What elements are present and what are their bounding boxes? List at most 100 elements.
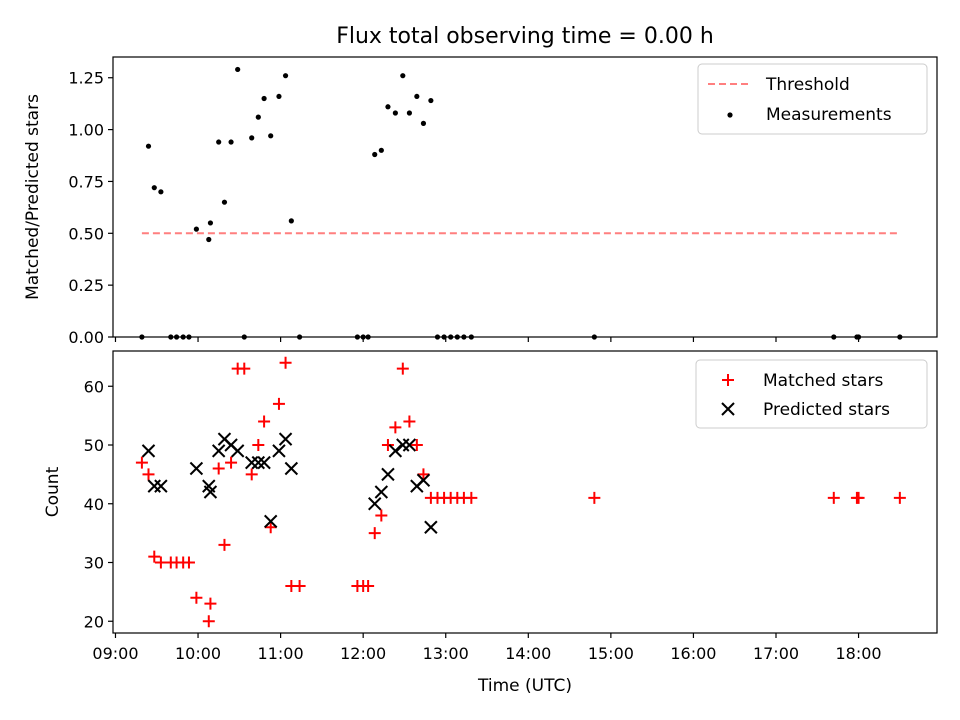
y-tick-label: 0.25 bbox=[68, 276, 104, 295]
y-tick-label: 40 bbox=[84, 495, 104, 514]
x-tick-label: 11:00 bbox=[258, 644, 304, 663]
measurement-point bbox=[372, 151, 378, 158]
x-tick-label: 12:00 bbox=[340, 644, 386, 663]
x-tick-label: 09:00 bbox=[92, 644, 138, 663]
x-tick-label: 15:00 bbox=[588, 644, 634, 663]
matched-star-point bbox=[403, 415, 416, 428]
matched-star-point bbox=[202, 615, 215, 628]
matched-star-point bbox=[396, 362, 409, 375]
threshold-legend-label: Threshold bbox=[765, 75, 850, 95]
measurement-point bbox=[158, 189, 164, 195]
matched-star-point bbox=[410, 439, 423, 451]
bottom-legend-box bbox=[695, 359, 928, 429]
measurement-point bbox=[385, 104, 391, 110]
measurement-point bbox=[221, 199, 228, 205]
y-tick-label: 60 bbox=[84, 377, 104, 396]
predicted-star-point bbox=[424, 520, 438, 534]
matched-star-point bbox=[212, 462, 225, 475]
matched-star-point bbox=[588, 491, 601, 504]
matched-star-point bbox=[389, 421, 402, 434]
measurement-point bbox=[206, 236, 212, 243]
top-axes-frame bbox=[112, 56, 938, 338]
bottom-panel: 09:00 10:00 11:00 12:00 13:00 14:00 15:00 16:00… bbox=[43, 350, 938, 696]
matched-star-point bbox=[148, 550, 161, 563]
predicted-star-point bbox=[284, 461, 299, 476]
matched-star-point bbox=[279, 356, 292, 369]
predicted-star-point bbox=[278, 432, 293, 446]
top-legend: Threshold Measurements bbox=[697, 63, 928, 135]
predicted-star-point bbox=[251, 455, 266, 470]
top-y-axis-label: Matched/Predicted stars bbox=[23, 94, 43, 300]
matched-star-point bbox=[375, 509, 388, 522]
predicted-star-point bbox=[388, 444, 403, 458]
matched-star-point bbox=[272, 397, 285, 410]
predicted-star-point bbox=[189, 461, 204, 476]
predicted-star-point bbox=[402, 438, 417, 452]
matched-star-point bbox=[190, 591, 203, 604]
x-tick-label: 17:00 bbox=[753, 644, 799, 663]
matched-star-point bbox=[362, 580, 375, 592]
matched-star-point bbox=[852, 491, 865, 504]
matched-star-point bbox=[465, 491, 478, 504]
predicted-star-point bbox=[141, 444, 156, 458]
matched-star-point bbox=[245, 468, 258, 481]
y-tick-label: 20 bbox=[84, 612, 104, 631]
measurement-point bbox=[235, 66, 241, 73]
y-tick-label: 0.75 bbox=[68, 172, 104, 191]
predicted-star-point bbox=[211, 444, 226, 458]
predicted-legend-swatch bbox=[721, 402, 735, 416]
matched-star-point bbox=[258, 415, 271, 428]
bottom-axes-frame bbox=[112, 350, 938, 634]
measurement-point bbox=[378, 147, 384, 153]
measurement-point bbox=[288, 218, 294, 224]
predicted-star-point bbox=[230, 444, 245, 458]
measurement-point bbox=[428, 97, 434, 104]
y-tick-label: 30 bbox=[84, 554, 104, 573]
top-legend-box bbox=[697, 63, 928, 135]
bottom-x-ticks: 09:00 10:00 11:00 12:00 13:00 14:00 15:00 16:00… bbox=[92, 633, 882, 663]
predicted-star-point bbox=[272, 444, 286, 458]
x-axis-label: Time (UTC) bbox=[477, 676, 572, 696]
measurement-point bbox=[276, 93, 282, 100]
predicted-star-point bbox=[257, 455, 271, 470]
y-tick-label: 50 bbox=[84, 436, 104, 455]
matched-star-point bbox=[293, 580, 306, 592]
top-panel: 0.00 0.25 0.50 0.75 1.00 1.25 Matched/Predict… bbox=[23, 56, 938, 347]
x-tick-label: 18:00 bbox=[836, 644, 882, 663]
predicted-star-point bbox=[416, 473, 431, 487]
bottom-plot-marks bbox=[135, 356, 906, 628]
y-tick-label: 1.00 bbox=[68, 121, 104, 140]
measurement-point bbox=[406, 110, 413, 116]
top-y-ticks: 0.00 0.25 0.50 0.75 1.00 1.25 bbox=[68, 69, 113, 347]
matched-star-point bbox=[827, 491, 840, 504]
matched-star-point bbox=[204, 597, 217, 610]
measurement-point bbox=[261, 95, 267, 102]
predicted-star-point bbox=[154, 479, 168, 493]
matched-star-point bbox=[264, 521, 277, 534]
measurement-point bbox=[268, 133, 274, 139]
x-tick-label: 13:00 bbox=[423, 644, 469, 663]
bottom-y-axis-label: Count bbox=[43, 466, 63, 517]
x-tick-label: 10:00 bbox=[175, 644, 221, 663]
matched-star-point bbox=[225, 456, 238, 469]
predicted-star-point bbox=[203, 485, 218, 499]
y-tick-label: 0.00 bbox=[68, 328, 104, 347]
matched-star-point bbox=[252, 439, 265, 451]
matched-star-point bbox=[893, 491, 906, 504]
measurement-point bbox=[228, 139, 234, 145]
matched-star-point bbox=[135, 456, 148, 469]
top-x-ticks bbox=[114, 337, 860, 342]
matched-legend-swatch bbox=[722, 374, 734, 386]
x-tick-label: 16:00 bbox=[670, 644, 716, 663]
bottom-legend: Matched stars Predicted stars bbox=[695, 359, 928, 429]
predicted-star-point bbox=[374, 485, 389, 499]
matched-star-point bbox=[182, 556, 195, 569]
matched-star-point bbox=[238, 362, 251, 375]
measurement-point bbox=[151, 185, 157, 191]
measurement-point bbox=[207, 220, 214, 226]
measurement-point bbox=[414, 93, 420, 100]
y-tick-label: 1.25 bbox=[68, 69, 104, 88]
predicted-star-point bbox=[263, 514, 278, 529]
predicted-star-point bbox=[381, 467, 395, 482]
